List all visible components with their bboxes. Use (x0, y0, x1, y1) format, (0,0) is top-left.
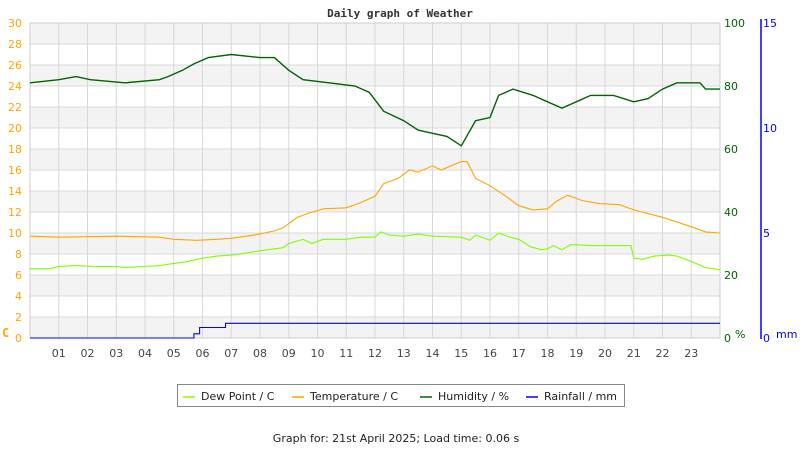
y-left-tick-label: 16 (8, 164, 22, 177)
legend-label: Rainfall / mm (544, 390, 617, 403)
y-left-tick-label: 22 (8, 101, 22, 114)
x-tick-label: 11 (339, 347, 353, 360)
x-tick-label: 12 (368, 347, 382, 360)
x-tick-label: 16 (483, 347, 497, 360)
x-tick-label: 01 (52, 347, 66, 360)
y-right-rainfall-tick-label: 10 (763, 122, 777, 135)
x-tick-label: 15 (454, 347, 468, 360)
x-tick-label: 05 (167, 347, 181, 360)
chart-footer: Graph for: 21st April 2025; Load time: 0… (273, 432, 520, 445)
x-tick-label: 18 (541, 347, 555, 360)
y-left-tick-label: 6 (15, 269, 22, 282)
y-right-humidity-tick-label: 0 (724, 332, 731, 345)
y-left-tick-label: 2 (15, 311, 22, 324)
y-left-tick-label: 18 (8, 143, 22, 156)
y-right-humidity-tick-label: 40 (724, 206, 738, 219)
legend-label: Temperature / C (309, 390, 398, 403)
y-left-tick-label: 28 (8, 38, 22, 51)
x-tick-label: 22 (656, 347, 670, 360)
y-left-tick-label: 30 (8, 17, 22, 30)
y-right-humidity-tick-label: 60 (724, 143, 738, 156)
y-right-humidity-tick-label: 80 (724, 80, 738, 93)
y-left-tick-label: 8 (15, 248, 22, 261)
x-tick-label: 17 (512, 347, 526, 360)
legend-label: Dew Point / C (201, 390, 275, 403)
x-tick-label: 19 (569, 347, 583, 360)
x-tick-label: 04 (138, 347, 152, 360)
y-left-tick-label: 14 (8, 185, 22, 198)
y-left-tick-label: 10 (8, 227, 22, 240)
legend: Dew Point / C Temperature / C Humidity / %… (177, 384, 625, 407)
x-tick-label: 09 (282, 347, 296, 360)
y-left-tick-label: 0 (15, 332, 22, 345)
legend-label: Humidity / % (438, 390, 509, 403)
series-line-temperature (29, 161, 721, 241)
x-tick-label: 07 (224, 347, 238, 360)
y-right-rainfall-unit: mm (776, 328, 797, 341)
x-tick-label: 02 (81, 347, 95, 360)
legend-box (177, 384, 625, 407)
y-left-tick-label: 4 (15, 290, 22, 303)
series-line-rainfall (30, 322, 720, 339)
y-left-tick-label: 20 (8, 122, 22, 135)
y-left-unit: C (2, 326, 9, 340)
series-line-dew (30, 231, 721, 271)
x-tick-label: 21 (627, 347, 641, 360)
y-right-humidity-tick-label: 100 (724, 17, 745, 30)
x-tick-label: 08 (253, 347, 267, 360)
x-tick-label: 20 (598, 347, 612, 360)
y-right-humidity-tick-label: 20 (724, 269, 738, 282)
x-tick-label: 10 (311, 347, 325, 360)
y-left-tick-label: 12 (8, 206, 22, 219)
x-tick-label: 14 (426, 347, 440, 360)
y-right-rainfall-tick-label: 0 (763, 332, 770, 345)
x-tick-label: 03 (109, 347, 123, 360)
x-tick-label: 13 (397, 347, 411, 360)
y-left-tick-label: 26 (8, 59, 22, 72)
x-tick-label: 23 (684, 347, 698, 360)
x-tick-label: 06 (196, 347, 210, 360)
y-right-rainfall-tick-label: 15 (763, 17, 777, 30)
y-right-humidity-unit: % (735, 328, 745, 341)
chart-title: Daily graph of Weather (327, 7, 473, 20)
y-right-rainfall-tick-label: 5 (763, 227, 770, 240)
y-left-tick-label: 24 (8, 80, 22, 93)
series-line-humidity (29, 53, 720, 147)
